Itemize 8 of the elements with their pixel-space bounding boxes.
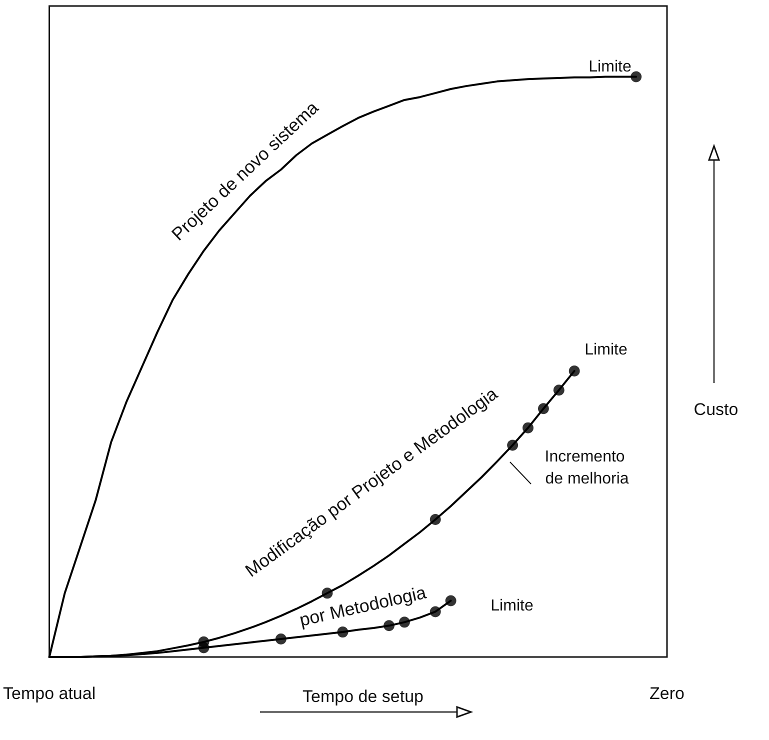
annotation: Limite xyxy=(490,598,534,614)
annotation: Limite xyxy=(584,342,628,358)
x-tick-label: Zero xyxy=(650,684,684,703)
x-axis-title: Tempo de setup xyxy=(302,687,424,707)
text: Limite xyxy=(588,58,632,76)
x-tick-label: Tempo atual xyxy=(2,684,96,703)
annotation: Incremento de melhoria xyxy=(544,448,630,488)
y-axis-title: Custo xyxy=(694,400,738,420)
